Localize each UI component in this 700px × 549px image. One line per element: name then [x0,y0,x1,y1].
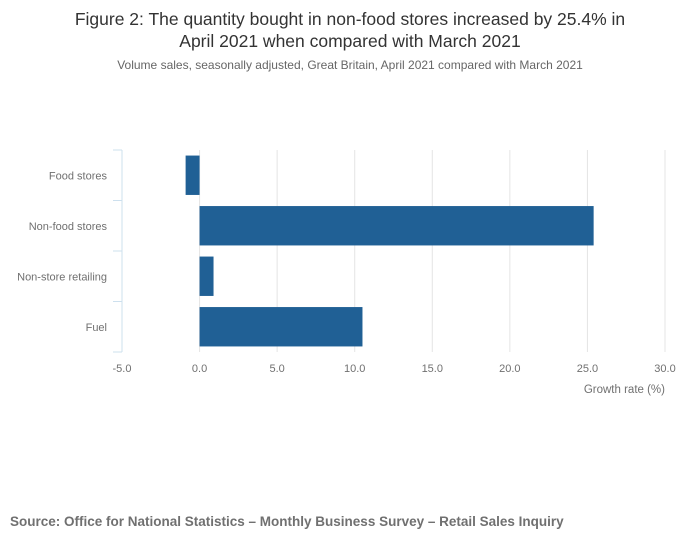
x-tick-label: 10.0 [344,363,365,375]
chart-subtitle: Volume sales, seasonally adjusted, Great… [117,58,583,72]
bars [185,155,594,347]
x-tick-label: -5.0 [113,363,132,375]
bar [185,155,200,195]
source-note: Source: Office for National Statistics –… [10,514,564,529]
bar [199,206,594,246]
chart-title-line-1: Figure 2: The quantity bought in non-foo… [74,9,626,29]
x-tick-label: 25.0 [577,363,598,375]
x-tick-label: 20.0 [499,363,520,375]
bar [199,307,363,347]
x-tick-label: 5.0 [269,363,284,375]
x-tick-label: 0.0 [192,363,207,375]
chart-title: Figure 2: The quantity bought in non-foo… [20,8,680,52]
y-category-label: Non-store retailing [17,271,107,283]
y-axis [113,149,123,353]
axis-labels: -5.0 0.0 5.0 10.0 15.0 20.0 25.0 30.0 Food store… [17,170,676,396]
x-tick-label: 15.0 [422,363,443,375]
y-category-label: Non-food stores [29,221,108,233]
x-tick-label: 30.0 [654,363,675,375]
chart-title-line-2: April 2021 when compared with March 2021 [179,31,521,51]
y-category-label: Fuel [86,322,107,334]
x-axis-title: Growth rate (%) [584,384,665,396]
bar [199,256,214,296]
y-category-label: Food stores [49,170,108,182]
